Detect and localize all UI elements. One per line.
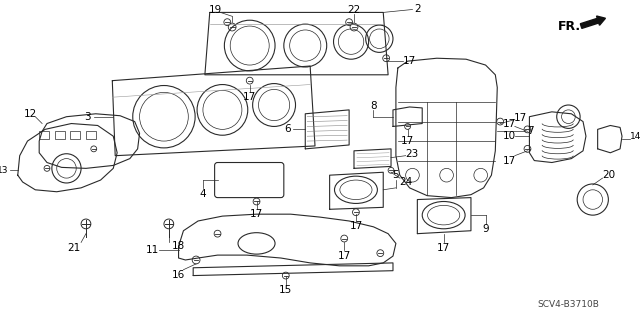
Bar	[55, 131, 65, 139]
Text: 5: 5	[392, 170, 399, 180]
Bar	[86, 131, 96, 139]
Text: 17: 17	[503, 119, 516, 129]
Text: 17: 17	[338, 251, 351, 261]
Text: 8: 8	[370, 101, 377, 111]
Text: 3: 3	[84, 112, 92, 122]
Text: 17: 17	[250, 209, 263, 219]
Text: 12: 12	[24, 109, 37, 119]
Text: 15: 15	[279, 285, 292, 295]
Text: 23: 23	[405, 149, 418, 159]
Text: 6: 6	[284, 124, 291, 134]
Text: SCV4-B3710B: SCV4-B3710B	[538, 300, 599, 309]
FancyArrow shape	[580, 16, 605, 28]
Bar	[39, 131, 49, 139]
Text: 2: 2	[414, 4, 420, 14]
Text: 17: 17	[403, 56, 416, 66]
Bar	[70, 131, 80, 139]
Text: 17: 17	[437, 243, 451, 253]
Text: 22: 22	[348, 5, 360, 15]
Text: 17: 17	[514, 113, 527, 123]
Text: 18: 18	[172, 241, 185, 251]
Text: 10: 10	[502, 131, 516, 141]
Text: 17: 17	[401, 136, 414, 146]
Text: 24: 24	[399, 177, 412, 187]
Text: 19: 19	[209, 5, 222, 15]
Text: 11: 11	[146, 245, 159, 255]
Text: 17: 17	[349, 221, 363, 231]
Text: 7: 7	[527, 126, 534, 136]
Text: 17: 17	[243, 92, 257, 102]
Text: 4: 4	[200, 189, 206, 199]
Text: 16: 16	[172, 270, 185, 279]
Text: 14: 14	[630, 132, 640, 141]
Text: 17: 17	[503, 156, 516, 166]
Text: FR.: FR.	[558, 19, 581, 33]
Text: 9: 9	[483, 224, 489, 234]
Text: 20: 20	[602, 170, 615, 180]
Text: 21: 21	[68, 243, 81, 253]
Text: 13: 13	[0, 166, 9, 175]
